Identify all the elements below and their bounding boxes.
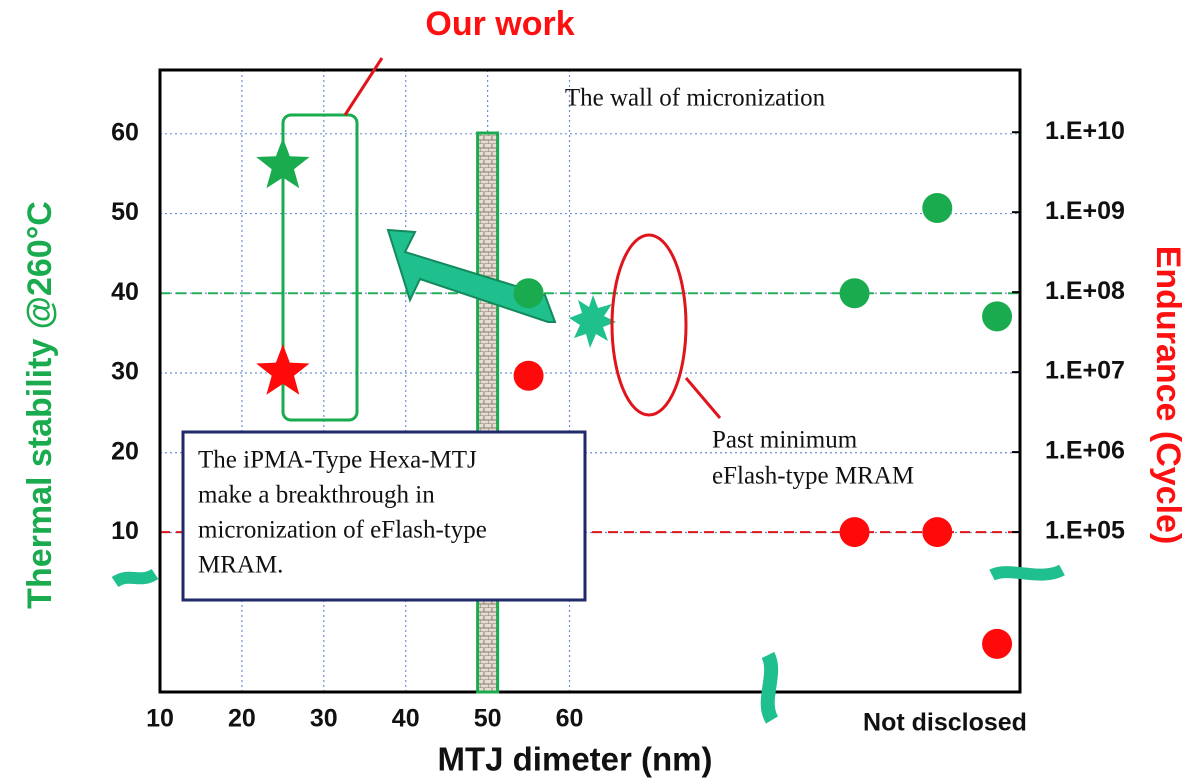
y-tick-label: 40 [111, 278, 139, 306]
wall-label: The wall of micronization [565, 85, 826, 112]
page: {"chart_data":{"type":"scatter", "title"… [0, 0, 1194, 782]
y2-axis-label: Endurance (Cycle) [1149, 246, 1187, 545]
y-tick-label: 50 [111, 198, 139, 226]
x-tick-label: 60 [556, 705, 584, 733]
point [840, 278, 870, 308]
x-tick-label: 50 [474, 705, 502, 733]
y-axis-label: Thermal stability @260°C [21, 201, 59, 609]
x-axis-label: MTJ dimeter (nm) [437, 741, 712, 778]
point [922, 517, 952, 547]
axis-break [115, 574, 155, 582]
y2-tick-label: 1.E+05 [1045, 517, 1125, 545]
wall [478, 133, 498, 692]
past-label: eFlash-type MRAM [712, 463, 914, 490]
point [514, 361, 544, 391]
chart: Our work The wall of micronization Past … [0, 0, 1194, 782]
past-label: Past minimum [712, 427, 858, 454]
y-tick-label: 20 [111, 437, 139, 465]
y-tick-label: 10 [111, 517, 139, 545]
y-tick-label: 60 [111, 118, 139, 146]
y2-tick-label: 1.E+06 [1045, 437, 1125, 465]
box-text: MRAM. [198, 552, 283, 579]
box-text: The iPMA-Type Hexa-MTJ [198, 447, 477, 474]
y2-tick-label: 1.E+09 [1045, 197, 1125, 225]
point [982, 301, 1012, 331]
x-annotation: Not disclosed [863, 709, 1027, 737]
y2-tick-label: 1.E+10 [1045, 117, 1125, 145]
x-tick-label: 10 [146, 705, 174, 733]
annotation-title: Our work [425, 5, 574, 43]
y2-tick-label: 1.E+07 [1045, 357, 1125, 385]
axis-break [768, 655, 772, 720]
box-text: make a breakthrough in [198, 482, 435, 509]
box-text: micronization of eFlash-type [198, 517, 487, 544]
x-tick-label: 40 [392, 705, 420, 733]
point [982, 629, 1012, 659]
x-tick-label: 20 [228, 705, 256, 733]
point [922, 193, 952, 223]
point [514, 278, 544, 308]
y-tick-label: 30 [111, 358, 139, 386]
x-tick-label: 30 [310, 705, 338, 733]
axis-break [992, 570, 1062, 575]
point [840, 517, 870, 547]
y2-tick-label: 1.E+08 [1045, 277, 1125, 305]
